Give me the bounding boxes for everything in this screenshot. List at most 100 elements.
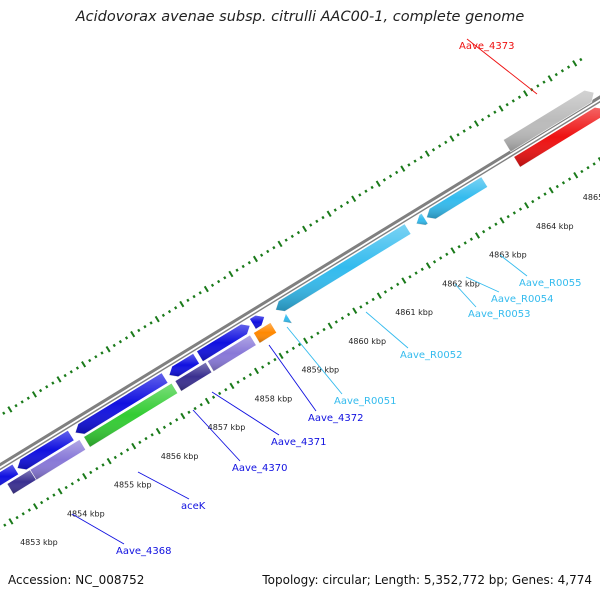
gene-label-aave_4370[interactable]: Aave_4370 <box>232 463 288 474</box>
minor-tick <box>555 184 559 189</box>
major-tick <box>548 187 554 194</box>
minor-tick <box>494 222 498 226</box>
major-tick <box>105 345 111 353</box>
minor-tick <box>187 410 191 414</box>
minor-tick <box>20 400 24 404</box>
minor-tick <box>359 305 363 309</box>
minor-tick <box>506 214 510 219</box>
rna-block-shade <box>275 223 411 312</box>
minor-tick <box>408 275 412 279</box>
gene-label-acek[interactable]: aceK <box>181 501 206 512</box>
major-tick <box>106 457 112 465</box>
outer-tick-row <box>2 57 583 415</box>
minor-tick <box>272 245 276 250</box>
minor-tick <box>537 196 541 200</box>
major-tick <box>473 120 479 127</box>
gene-label-aave_r0051[interactable]: Aave_R0051 <box>334 396 396 407</box>
leader-line <box>211 391 280 436</box>
minor-tick <box>112 343 116 348</box>
minor-tick <box>113 455 117 460</box>
gene-label-aave_r0054[interactable]: Aave_R0054 <box>491 294 553 305</box>
minor-tick <box>512 211 516 215</box>
minor-tick <box>370 185 374 190</box>
minor-tick <box>456 133 460 137</box>
minor-tick <box>75 366 80 370</box>
minor-tick <box>149 321 153 325</box>
tick-label: 4863 kbp <box>489 251 527 260</box>
minor-tick <box>296 230 301 235</box>
minor-tick <box>89 470 93 475</box>
minor-tick <box>21 512 25 516</box>
gene-label-aave_r0052[interactable]: Aave_R0052 <box>400 350 462 361</box>
minor-tick <box>407 163 411 167</box>
minor-tick <box>118 340 123 344</box>
gene-block-shade <box>175 362 212 392</box>
minor-tick <box>69 370 73 374</box>
minor-tick <box>247 261 251 265</box>
rna-block-shade <box>283 313 293 324</box>
tick-label: 4865 kbp <box>583 193 600 202</box>
minor-tick <box>235 268 239 272</box>
gene-label-aave_4368[interactable]: Aave_4368 <box>116 546 172 557</box>
minor-tick <box>463 241 467 245</box>
minor-tick <box>592 162 596 166</box>
minor-tick <box>224 388 228 392</box>
minor-tick <box>315 219 319 224</box>
tick-label: 4861 kbp <box>395 308 433 317</box>
minor-tick <box>579 57 583 62</box>
gene-block-shade <box>7 469 37 495</box>
major-tick <box>376 292 382 299</box>
minor-tick <box>15 515 19 520</box>
minor-tick <box>438 144 442 148</box>
tick-label: 4857 kbp <box>208 423 246 432</box>
gene-label-aave_4371[interactable]: Aave_4371 <box>271 437 327 448</box>
backbone-layer <box>0 95 600 471</box>
gene-label-aave_r0053[interactable]: Aave_R0053 <box>468 309 530 320</box>
gene-label-aave_r0055[interactable]: Aave_R0055 <box>519 278 581 289</box>
gene-block-shade <box>249 315 265 330</box>
minor-tick <box>316 331 320 335</box>
major-tick <box>130 330 136 338</box>
minor-tick <box>38 388 43 393</box>
tick-label: 4855 kbp <box>114 481 152 490</box>
major-tick <box>32 503 39 510</box>
rna-block-shade <box>426 176 488 219</box>
major-tick <box>57 488 63 495</box>
major-tick <box>425 262 431 269</box>
major-tick <box>253 367 260 375</box>
minor-tick <box>444 140 448 144</box>
minor-tick <box>285 350 289 354</box>
minor-tick <box>211 395 216 399</box>
major-tick <box>401 277 407 284</box>
minor-tick <box>193 406 197 411</box>
minor-tick <box>580 169 584 174</box>
minor-tick <box>161 313 165 318</box>
minor-tick <box>241 264 245 269</box>
minor-tick <box>480 118 485 122</box>
genome-summary-text: Topology: circular; Length: 5,352,772 bp… <box>262 573 592 587</box>
minor-tick <box>414 271 418 275</box>
major-tick <box>400 165 406 172</box>
major-tick <box>351 195 357 202</box>
minor-tick <box>186 298 190 303</box>
minor-tick <box>124 336 129 340</box>
minor-tick <box>290 234 294 239</box>
minor-tick <box>284 238 288 242</box>
backbone-line-inner <box>0 100 600 471</box>
minor-tick <box>137 328 141 333</box>
minor-tick <box>192 294 196 299</box>
major-tick <box>326 210 332 218</box>
gene-label-aave_4373[interactable]: Aave_4373 <box>459 41 515 52</box>
minor-tick <box>297 342 302 347</box>
leader-line <box>365 311 409 349</box>
minor-tick <box>505 103 509 107</box>
major-tick <box>7 406 13 413</box>
tick-label: 4862 kbp <box>442 279 480 288</box>
minor-tick <box>138 440 142 445</box>
gene-label-aave_4372[interactable]: Aave_4372 <box>308 413 364 424</box>
minor-tick <box>493 110 497 114</box>
gene-block-shade <box>30 439 86 480</box>
major-tick <box>424 150 430 157</box>
inner-tick-row <box>0 156 600 530</box>
